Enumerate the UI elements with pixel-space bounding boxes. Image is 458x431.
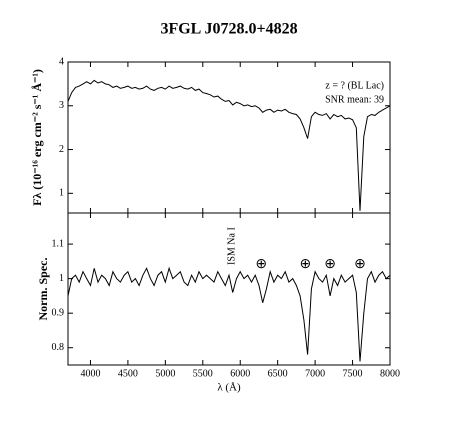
plot-frame bbox=[67, 212, 391, 366]
x-axis-label: λ (Å) bbox=[217, 382, 241, 394]
x-tick-label: 4500 bbox=[118, 368, 138, 379]
chart-title: 3FGL J0728.0+4828 bbox=[160, 21, 297, 38]
spectrum-line bbox=[67, 79, 391, 211]
telluric-marker: ⊕ bbox=[324, 257, 336, 272]
spectrum-line bbox=[67, 266, 391, 362]
x-tick-label: 7500 bbox=[343, 368, 363, 379]
x-tick-label: 8000 bbox=[380, 368, 400, 379]
x-tick-label: 6000 bbox=[230, 368, 250, 379]
y-tick-label: 1 bbox=[59, 188, 64, 199]
x-tick-label: 4000 bbox=[80, 368, 100, 379]
y-axis-label: Fλ (10⁻¹⁶ erg cm⁻² s⁻¹ Å⁻¹) bbox=[30, 69, 44, 206]
annotation: ISM Na I bbox=[226, 227, 237, 265]
y-tick-label: 0.9 bbox=[52, 307, 65, 318]
y-tick-label: 3 bbox=[59, 100, 64, 111]
y-tick-label: 1.1 bbox=[52, 238, 65, 249]
y-tick-label: 2 bbox=[59, 144, 64, 155]
annotation: SNR mean: 39 bbox=[325, 94, 384, 105]
x-tick-label: 7000 bbox=[305, 368, 325, 379]
y-tick-label: 4 bbox=[59, 56, 64, 67]
y-axis-label: Norm. Spec. bbox=[36, 258, 50, 321]
y-tick-label: 0.8 bbox=[52, 342, 65, 353]
telluric-marker: ⊕ bbox=[300, 257, 312, 272]
x-tick-label: 5000 bbox=[155, 368, 175, 379]
telluric-marker: ⊕ bbox=[255, 257, 267, 272]
y-tick-label: 1 bbox=[59, 273, 64, 284]
x-tick-label: 5500 bbox=[193, 368, 213, 379]
annotation: z = ? (BL Lac) bbox=[325, 80, 384, 91]
telluric-marker: ⊕ bbox=[354, 257, 366, 272]
x-tick-label: 6500 bbox=[268, 368, 288, 379]
